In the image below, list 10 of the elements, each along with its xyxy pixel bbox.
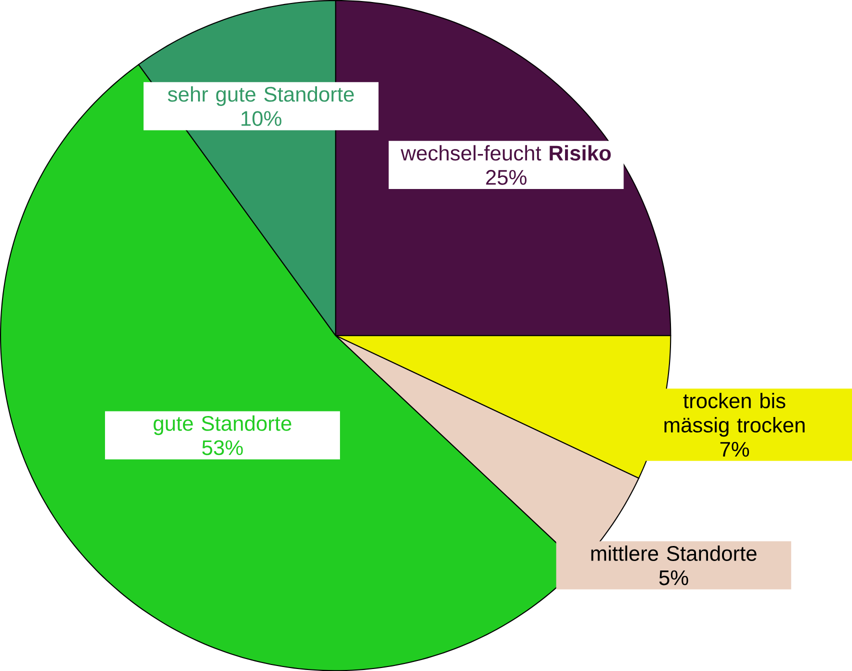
data-label: 5% bbox=[659, 570, 688, 586]
slice-label: mittlere Standorte bbox=[591, 545, 756, 561]
slice-label: trocken bis mässig trocken bbox=[664, 392, 805, 437]
data-label: 10% bbox=[242, 111, 282, 126]
data-label: 7% bbox=[720, 442, 749, 457]
slice-label: sehr gute Standorte bbox=[168, 86, 354, 106]
data-label: 25% bbox=[486, 170, 526, 185]
slice-label: wechsel-feucht Risiko bbox=[400, 145, 611, 161]
slice-label: gute Standorte bbox=[154, 415, 292, 436]
data-label: 53% bbox=[202, 440, 243, 456]
